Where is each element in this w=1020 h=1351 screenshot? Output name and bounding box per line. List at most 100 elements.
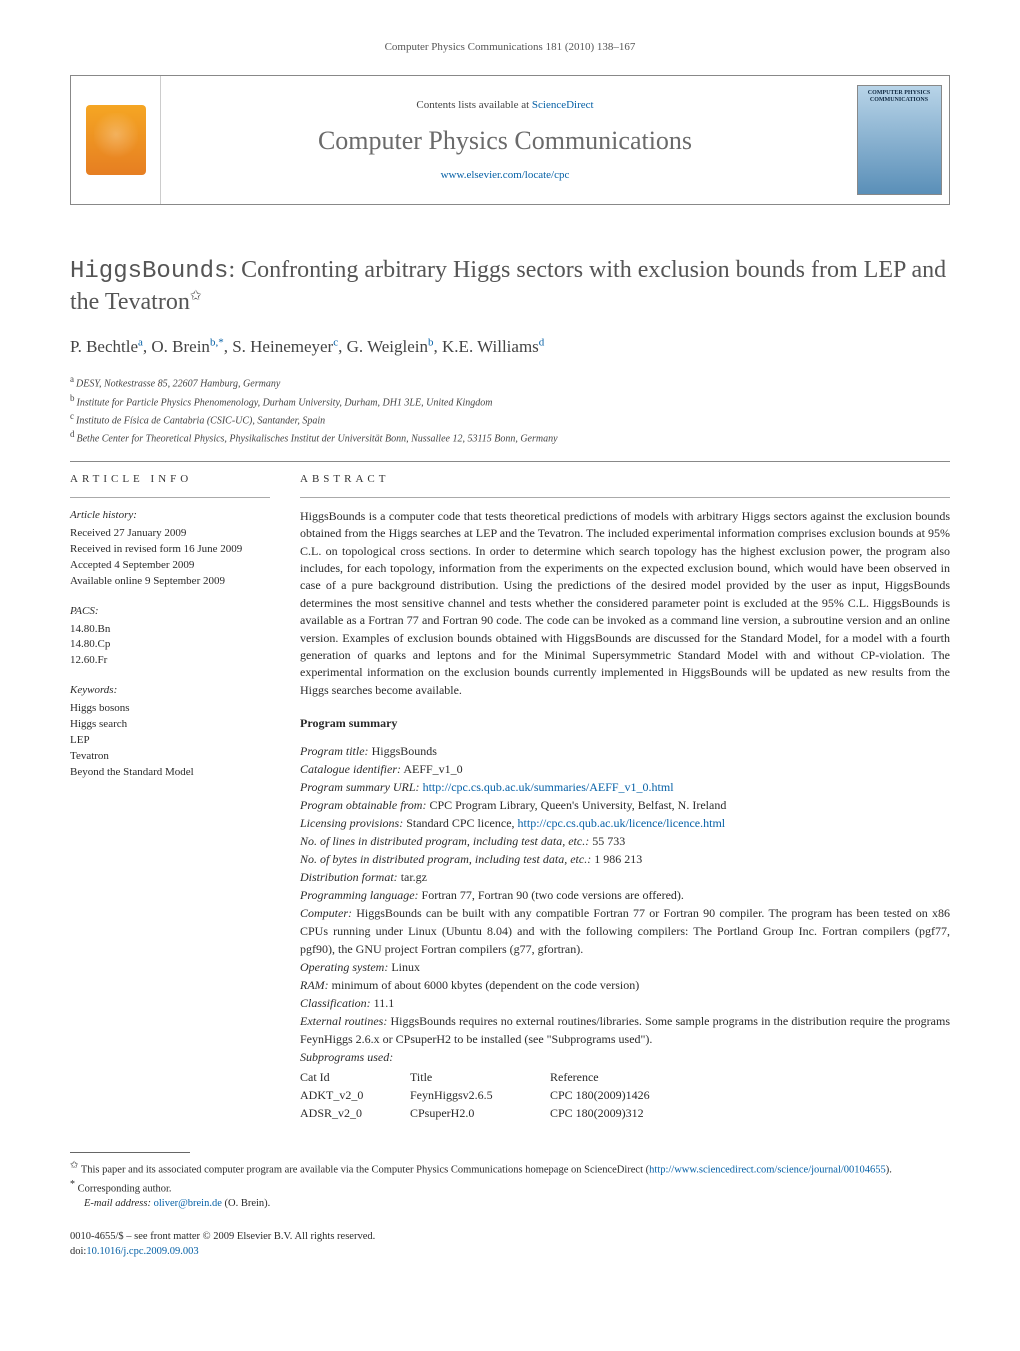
corresponding-text: Corresponding author.: [78, 1184, 172, 1195]
history-heading: Article history:: [70, 508, 270, 524]
ps-licensing: Licensing provisions: Standard CPC licen…: [300, 814, 950, 832]
keyword: Beyond the Standard Model: [70, 765, 270, 781]
footnote-email: E-mail address: oliver@brein.de (O. Brei…: [70, 1197, 950, 1212]
masthead-center: Contents lists available at ScienceDirec…: [161, 76, 849, 204]
author-email-link[interactable]: oliver@brein.de: [154, 1198, 222, 1209]
abstract-body: HiggsBounds is a computer code that test…: [300, 508, 950, 699]
keyword: Higgs bosons: [70, 701, 270, 717]
aff-text: DESY, Notkestrasse 85, 22607 Hamburg, Ge…: [76, 379, 280, 390]
running-header: Computer Physics Communications 181 (201…: [70, 40, 950, 55]
affiliations-block: aDESY, Notkestrasse 85, 22607 Hamburg, G…: [70, 373, 950, 446]
footnote-star: ✩ This paper and its associated computer…: [70, 1159, 950, 1178]
article-history-block: Article history: Received 27 January 200…: [70, 508, 270, 590]
author-2: S. Heinemeyerc: [232, 337, 338, 356]
doi-link[interactable]: 10.1016/j.cpc.2009.09.003: [86, 1246, 198, 1257]
history-line: Received in revised form 16 June 2009: [70, 542, 270, 558]
ps-value: HiggsBounds requires no external routine…: [300, 1014, 950, 1046]
footnote-sciencedirect-link[interactable]: http://www.sciencedirect.com/science/jou…: [649, 1164, 886, 1175]
ps-classification: Classification: 11.1: [300, 994, 950, 1012]
pacs-heading: PACS:: [70, 604, 270, 620]
title-footnote-star: ✩: [190, 289, 202, 304]
aff-text: Bethe Center for Theoretical Physics, Ph…: [77, 434, 558, 445]
aff-mark: a: [70, 374, 74, 384]
ps-label: Program obtainable from:: [300, 798, 426, 812]
author-0: P. Bechtlea: [70, 337, 143, 356]
footnote-star-suffix: ).: [886, 1164, 892, 1175]
aff-text: Instituto de Física de Cantabria (CSIC-U…: [76, 415, 325, 426]
ps-title: Program title: HiggsBounds: [300, 742, 950, 760]
sciencedirect-link[interactable]: ScienceDirect: [532, 99, 594, 111]
article-info-column: ARTICLE INFO Article history: Received 2…: [70, 472, 270, 795]
ps-label: Classification:: [300, 996, 371, 1010]
thin-rule: [300, 497, 950, 498]
ps-summary-url-link[interactable]: http://cpc.cs.qub.ac.uk/summaries/AEFF_v…: [423, 780, 674, 794]
journal-title: Computer Physics Communications: [318, 123, 692, 159]
ps-label: Distribution format:: [300, 870, 398, 884]
doi-label: doi:: [70, 1246, 86, 1257]
journal-cover-thumbnail: COMPUTER PHYSICS COMMUNICATIONS: [857, 85, 942, 195]
ps-label: Programming language:: [300, 888, 419, 902]
ps-subprog-label: Subprograms used:: [300, 1048, 950, 1066]
abstract-label: ABSTRACT: [300, 472, 950, 487]
ps-value: Standard CPC licence,: [403, 816, 517, 830]
ps-value: HiggsBounds: [369, 744, 437, 758]
ps-dist: Distribution format: tar.gz: [300, 868, 950, 886]
publisher-logo-cell: [71, 76, 161, 204]
footnote-corresponding: * Corresponding author.: [70, 1178, 950, 1197]
subprograms-table: Cat Id Title Reference ADKT_v2_0 FeynHig…: [300, 1068, 950, 1122]
copyright-block: 0010-4655/$ – see front matter © 2009 El…: [70, 1230, 950, 1259]
email-suffix: (O. Brein).: [222, 1198, 270, 1209]
author-aff-mark: a: [138, 337, 143, 349]
author-aff-mark: b: [428, 337, 434, 349]
history-line: Available online 9 September 2009: [70, 574, 270, 590]
ps-label: Operating system:: [300, 960, 388, 974]
ps-label: Subprograms used:: [300, 1050, 393, 1064]
contents-lists-line: Contents lists available at ScienceDirec…: [416, 98, 593, 113]
footnote-asterisk-mark: *: [70, 1179, 75, 1190]
ps-value: Fortran 77, Fortran 90 (two code version…: [419, 888, 684, 902]
affiliation-a: aDESY, Notkestrasse 85, 22607 Hamburg, G…: [70, 373, 950, 391]
ps-value: AEFF_v1_0: [401, 762, 463, 776]
footnote-star-mark: ✩: [70, 1160, 78, 1171]
ps-licence-link[interactable]: http://cpc.cs.qub.ac.uk/licence/licence.…: [518, 816, 726, 830]
ps-external: External routines: HiggsBounds requires …: [300, 1012, 950, 1048]
ps-bytes: No. of bytes in distributed program, inc…: [300, 850, 950, 868]
td-title: CPsuperH2.0: [410, 1104, 550, 1122]
ps-value: CPC Program Library, Queen's University,…: [426, 798, 726, 812]
td-title: FeynHiggsv2.6.5: [410, 1086, 550, 1104]
ps-value: Linux: [388, 960, 420, 974]
aff-text: Institute for Particle Physics Phenomeno…: [77, 397, 493, 408]
ps-value: tar.gz: [398, 870, 427, 884]
article-info-label: ARTICLE INFO: [70, 472, 270, 487]
table-row: ADSR_v2_0 CPsuperH2.0 CPC 180(2009)312: [300, 1104, 950, 1122]
history-line: Accepted 4 September 2009: [70, 558, 270, 574]
ps-value: HiggsBounds can be built with any compat…: [300, 906, 950, 956]
divider-rule: [70, 461, 950, 462]
ps-label: Program summary URL:: [300, 780, 420, 794]
contents-prefix: Contents lists available at: [416, 99, 531, 111]
table-header-row: Cat Id Title Reference: [300, 1068, 950, 1086]
author-name: S. Heinemeyer: [232, 337, 333, 356]
keywords-heading: Keywords:: [70, 683, 270, 699]
title-codeword: HiggsBounds: [70, 258, 228, 285]
ps-ram: RAM: minimum of about 6000 kbytes (depen…: [300, 976, 950, 994]
ps-label: Licensing provisions:: [300, 816, 403, 830]
ps-catalogue: Catalogue identifier: AEFF_v1_0: [300, 760, 950, 778]
ps-os: Operating system: Linux: [300, 958, 950, 976]
affiliation-d: dBethe Center for Theoretical Physics, P…: [70, 428, 950, 446]
author-3: G. Weigleinb: [347, 337, 434, 356]
keyword: LEP: [70, 733, 270, 749]
journal-masthead: Contents lists available at ScienceDirec…: [70, 75, 950, 205]
journal-homepage-link[interactable]: www.elsevier.com/locate/cpc: [441, 169, 570, 181]
history-line: Received 27 January 2009: [70, 526, 270, 542]
author-4: K.E. Williamsd: [442, 337, 544, 356]
author-name: G. Weiglein: [347, 337, 428, 356]
pacs-code: 14.80.Cp: [70, 637, 270, 653]
cover-thumb-title: COMPUTER PHYSICS COMMUNICATIONS: [862, 90, 937, 103]
ps-lines: No. of lines in distributed program, inc…: [300, 832, 950, 850]
program-summary-body: Program title: HiggsBounds Catalogue ide…: [300, 742, 950, 1122]
article-title: HiggsBounds: Confronting arbitrary Higgs…: [70, 255, 950, 317]
footnotes-block: ✩ This paper and its associated computer…: [70, 1152, 950, 1212]
ps-label: No. of bytes in distributed program, inc…: [300, 852, 591, 866]
ps-lang: Programming language: Fortran 77, Fortra…: [300, 886, 950, 904]
